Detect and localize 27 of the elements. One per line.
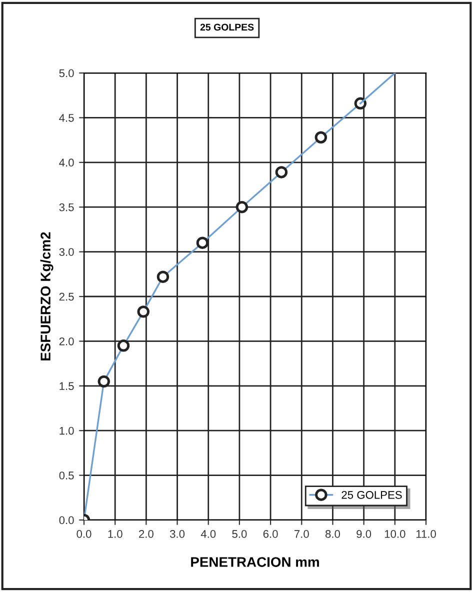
y-tick-label: 5.0 — [59, 69, 74, 78]
y-tick-label: 0.0 — [59, 516, 74, 524]
y-tick-label: 4.5 — [59, 114, 74, 122]
x-tick-label: 6.0 — [263, 530, 278, 538]
x-tick-label: 2.0 — [139, 530, 154, 538]
y-tick-label: 3.0 — [59, 248, 74, 256]
x-tick-label: 0.0 — [76, 530, 92, 538]
x-tick-label: 11.0 — [416, 530, 436, 538]
x-tick-label: 3.0 — [170, 530, 185, 538]
x-axis-title: PENETRACION mm — [191, 557, 319, 567]
chart-title: 25 GOLPES — [200, 24, 254, 31]
y-tick-label: 3.5 — [59, 203, 74, 212]
y-tick-label: 0.5 — [59, 472, 74, 480]
x-tick-label: 4.0 — [200, 530, 216, 538]
y-tick-label: 1.5 — [60, 382, 74, 390]
y-tick-label: 2.0 — [59, 337, 74, 346]
x-tick-label: 7.0 — [294, 530, 309, 538]
y-tick-label: 2.5 — [59, 292, 74, 301]
y-tick-label: 4.0 — [59, 158, 74, 167]
x-tick-label: 1.0 — [108, 530, 122, 538]
x-tick-label: 5.0 — [232, 530, 247, 538]
legend-label: 25 GOLPES — [342, 490, 402, 499]
x-tick-label: 8.0 — [325, 530, 340, 538]
y-tick-label: 1.0 — [60, 426, 74, 435]
x-tick-label: 9.0 — [356, 530, 372, 538]
x-tick-label: 10.0 — [384, 530, 406, 538]
y-axis-title: ESFUERZO Kg/cm2 — [40, 232, 54, 360]
